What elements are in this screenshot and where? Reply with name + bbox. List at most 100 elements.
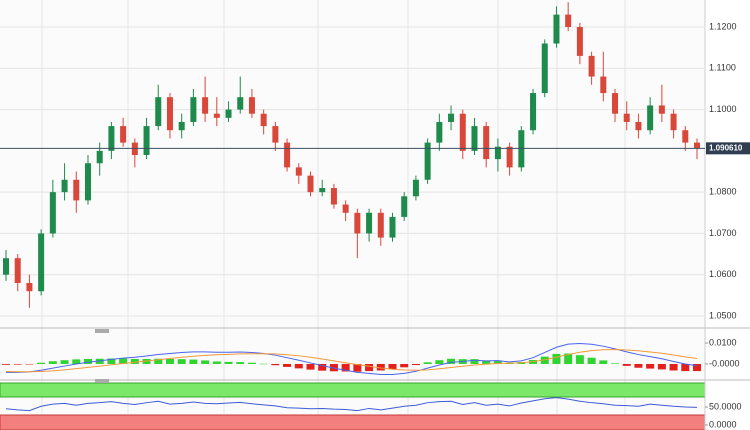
histogram-bar xyxy=(224,361,233,364)
histogram-bar xyxy=(13,363,22,365)
y-tick-label: 1.1000 xyxy=(709,104,737,114)
last-price-label: 1.090610 xyxy=(709,143,743,152)
y-tick-label: 1.1200 xyxy=(709,21,737,31)
candle-body xyxy=(377,212,384,238)
candle-body xyxy=(682,130,689,143)
histogram-bar xyxy=(83,358,92,364)
y-tick-label: 50.0000 xyxy=(709,401,742,411)
candle-body xyxy=(96,150,103,164)
histogram-bar xyxy=(60,360,69,364)
histogram-bar xyxy=(236,362,245,364)
indicator-line xyxy=(5,349,698,373)
candle-body xyxy=(120,126,127,143)
candle-body xyxy=(237,97,244,110)
panel-handle[interactable] xyxy=(95,329,109,333)
histogram-bar xyxy=(587,357,596,364)
y-tick-label: 1.0700 xyxy=(709,228,737,238)
candle-body xyxy=(647,105,654,131)
histogram-bar xyxy=(435,360,444,364)
histogram-bar xyxy=(329,363,338,372)
histogram-bar xyxy=(72,359,81,364)
histogram-bar xyxy=(283,363,292,367)
histogram-bar xyxy=(552,353,561,364)
candle-body xyxy=(576,27,583,56)
histogram-bar xyxy=(423,362,432,364)
candle-body xyxy=(424,142,431,180)
histogram-bar xyxy=(306,363,315,370)
candle-body xyxy=(213,113,220,118)
candle-body xyxy=(389,216,396,238)
candle-body xyxy=(600,76,607,94)
histogram-bar xyxy=(657,363,666,370)
candle-body xyxy=(190,97,197,122)
candle-body xyxy=(506,146,513,168)
candle-body xyxy=(494,146,501,160)
last-price-box xyxy=(706,142,750,155)
candle-body xyxy=(412,179,419,197)
histogram-bar xyxy=(48,361,57,364)
candle-body xyxy=(307,175,314,193)
histogram-bar xyxy=(482,360,491,364)
histogram-bar xyxy=(681,363,690,372)
candle-body xyxy=(623,113,630,122)
candle-body xyxy=(366,212,373,234)
y-tick-label: 1.1100 xyxy=(709,63,736,73)
histogram-bar xyxy=(154,358,163,364)
candle-body xyxy=(26,282,33,292)
candle-body xyxy=(694,142,700,149)
histogram-bar xyxy=(353,363,362,372)
histogram-bar xyxy=(540,356,549,364)
histogram-bar xyxy=(470,359,479,364)
histogram-bar xyxy=(564,353,573,364)
candle-body xyxy=(166,97,173,131)
y-tick-label: 1.0600 xyxy=(709,269,737,279)
candle-body xyxy=(49,192,56,234)
candle-body xyxy=(108,126,115,151)
histogram-bar xyxy=(212,361,221,364)
histogram-bar xyxy=(189,359,198,364)
histogram-bar xyxy=(599,360,608,364)
candle-body xyxy=(295,167,302,176)
candle-body xyxy=(436,121,443,143)
indicator-line xyxy=(6,342,698,375)
candle-body xyxy=(84,163,91,201)
histogram-bar xyxy=(107,358,116,364)
candle-body xyxy=(38,233,45,292)
candle-body xyxy=(471,126,478,151)
histogram-bar xyxy=(294,363,303,369)
candle-body xyxy=(342,204,349,213)
candle-body xyxy=(225,109,232,118)
candle-body xyxy=(635,121,642,131)
candle-body xyxy=(565,14,572,28)
candle-body xyxy=(319,188,326,193)
y-tick-label: 0.0000 xyxy=(709,419,737,429)
candle-body xyxy=(155,97,162,127)
histogram-bar xyxy=(634,363,643,368)
histogram-bar xyxy=(447,358,456,364)
histogram-bar xyxy=(165,358,174,364)
candle-body xyxy=(354,212,361,234)
histogram-bar xyxy=(25,363,34,365)
histogram-bar xyxy=(376,363,385,371)
histogram-bar xyxy=(119,358,128,364)
histogram-bar xyxy=(693,363,701,372)
histogram-bar xyxy=(201,360,210,364)
candle-body xyxy=(483,126,490,160)
histogram-bar xyxy=(493,361,502,364)
histogram-bar xyxy=(388,363,397,370)
y-tick-label: 1.0500 xyxy=(709,310,737,320)
panel-handle[interactable] xyxy=(95,379,109,383)
y-tick-label: 1.0800 xyxy=(709,187,737,197)
candle-body xyxy=(202,97,209,114)
histogram-bar xyxy=(247,362,256,364)
candle-body xyxy=(248,97,255,114)
histogram-bar xyxy=(411,363,420,366)
overbought-zone xyxy=(0,382,706,398)
histogram-bar xyxy=(95,358,104,364)
candle-body xyxy=(14,258,21,283)
histogram-bar xyxy=(646,363,655,369)
histogram-bar xyxy=(2,363,10,365)
histogram-bar xyxy=(575,355,584,364)
oversold-zone xyxy=(0,414,706,430)
candle-body xyxy=(588,55,595,77)
